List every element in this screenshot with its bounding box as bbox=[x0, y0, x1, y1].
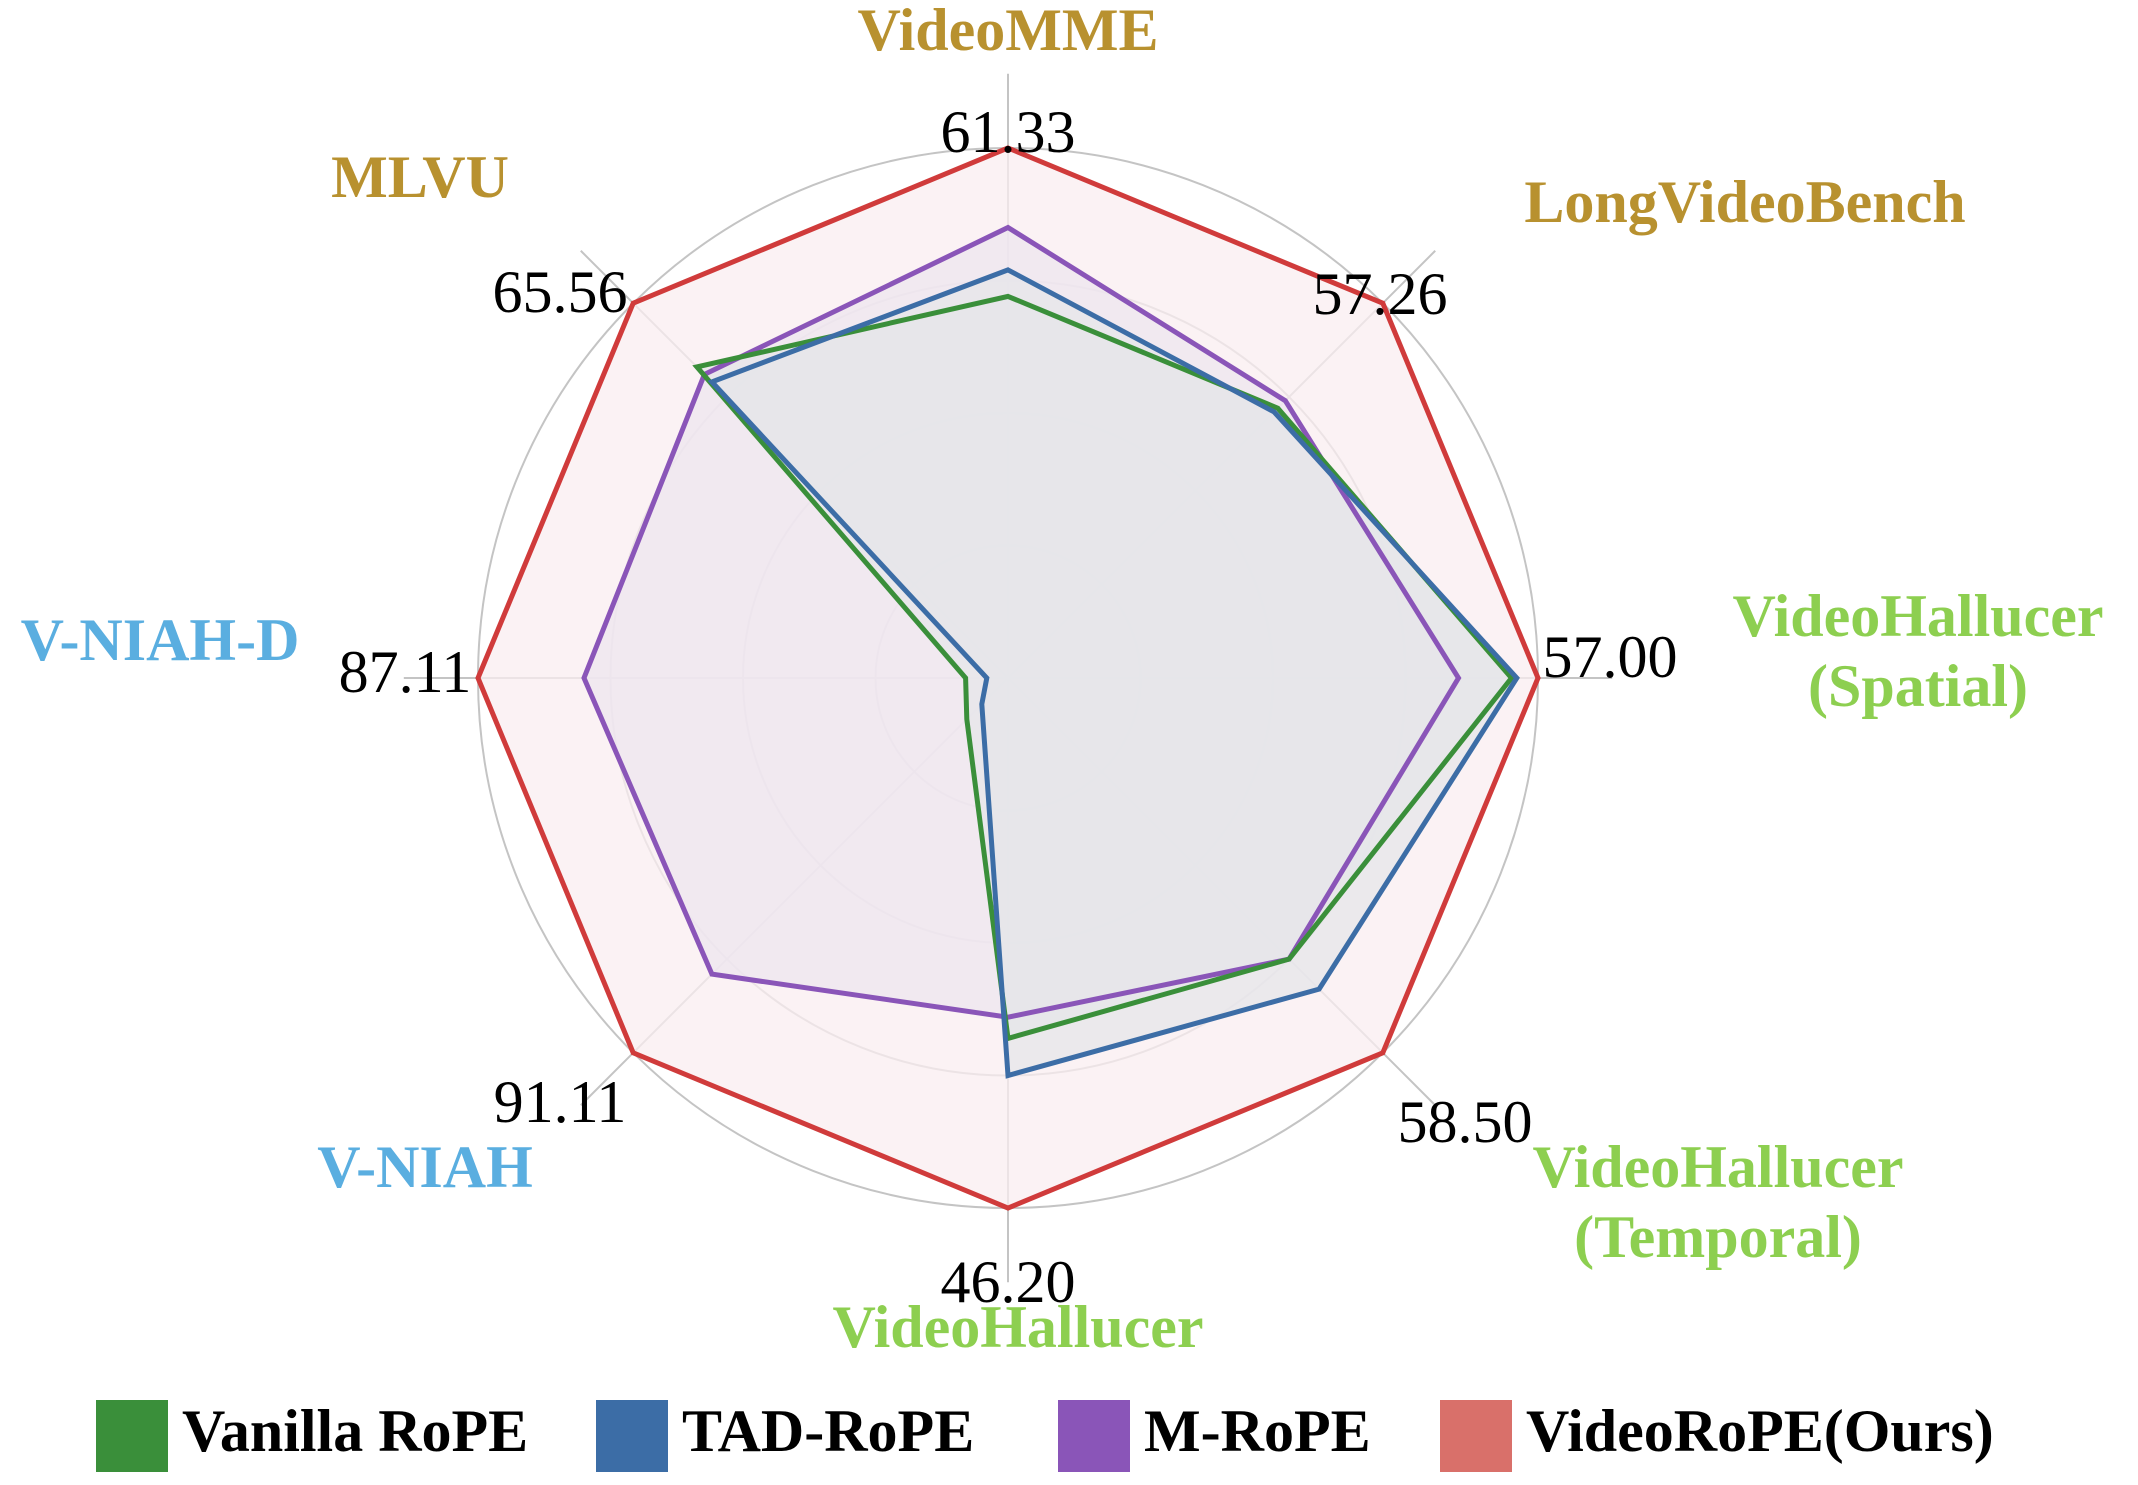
axis-name-label: VideoHallucer bbox=[1532, 1134, 1903, 1200]
axis-name-label: (Temporal) bbox=[1574, 1204, 1862, 1270]
legend-swatch bbox=[596, 1400, 668, 1472]
axis-max-value: 61.33 bbox=[941, 99, 1076, 165]
axis-name-label: LongVideoBench bbox=[1524, 169, 1965, 235]
axis-max-value: 87.11 bbox=[339, 639, 472, 705]
axis-max-value: 58.50 bbox=[1398, 1089, 1533, 1155]
axis-name-label: MLVU bbox=[331, 144, 509, 210]
series-line bbox=[581, 224, 1462, 1020]
legend-label: TAD-RoPE bbox=[682, 1398, 974, 1464]
axis-name-label: VideoMME bbox=[857, 0, 1158, 63]
axis-max-value: 91.11 bbox=[494, 1069, 627, 1135]
legend-swatch bbox=[96, 1400, 168, 1472]
axis-name-label: VideoHallucer bbox=[832, 1294, 1203, 1360]
legend-label: M-RoPE bbox=[1144, 1398, 1371, 1464]
axis-max-value: 57.26 bbox=[1313, 261, 1448, 327]
series-lines bbox=[475, 145, 1541, 1211]
series-fill bbox=[711, 269, 1517, 1076]
legend-swatch bbox=[1058, 1400, 1130, 1472]
axis-max-value: 65.56 bbox=[493, 259, 628, 325]
series-line bbox=[707, 267, 1520, 1079]
legend-swatch bbox=[1440, 1400, 1512, 1472]
axis-name-label: V-NIAH bbox=[317, 1134, 533, 1200]
legend: Vanilla RoPE TAD-RoPE M-RoPE VideoRoPE(Ours… bbox=[96, 1398, 1994, 1472]
series-line bbox=[475, 145, 1541, 1211]
axis-name-label: VideoHallucer bbox=[1732, 583, 2103, 649]
legend-label: Vanilla RoPE bbox=[182, 1398, 528, 1464]
axis-name-label: V-NIAH-D bbox=[21, 607, 300, 673]
axis-max-value: 46.20 bbox=[941, 1249, 1076, 1315]
legend-label: VideoRoPE(Ours) bbox=[1526, 1398, 1994, 1464]
axis-name-label: (Spatial) bbox=[1808, 653, 2028, 719]
axis-labels: 61.33 57.26 57.00 58.50 46.20 91.11 87.11 65.56… bbox=[21, 0, 2104, 1360]
axis-max-value: 57.00 bbox=[1543, 624, 1678, 690]
